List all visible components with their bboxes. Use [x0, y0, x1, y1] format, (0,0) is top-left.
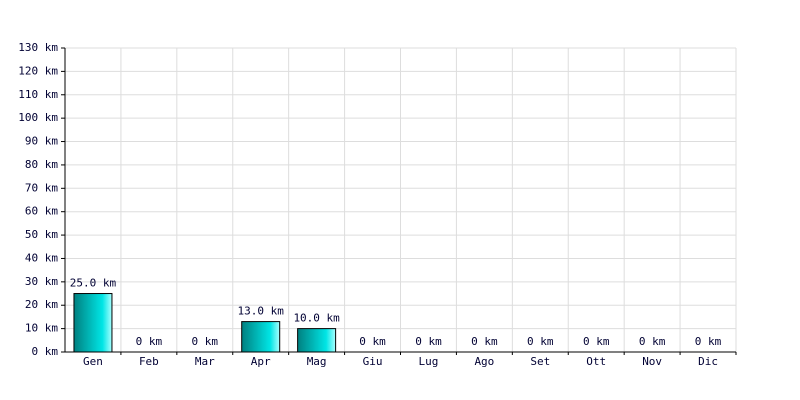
y-tick-label: 90 km [25, 135, 58, 148]
y-tick-label: 60 km [25, 205, 58, 218]
data-label: 25.0 km [70, 277, 117, 290]
y-tick-label: 20 km [25, 298, 58, 311]
y-tick-label: 50 km [25, 228, 58, 241]
bar [297, 328, 337, 353]
y-tick-label: 130 km [18, 41, 58, 54]
x-tick-label: Mag [307, 355, 327, 368]
y-tick-label: 100 km [18, 111, 58, 124]
data-label: 10.0 km [293, 312, 340, 325]
y-tick-label: 30 km [25, 275, 58, 288]
data-label: 13.0 km [238, 305, 285, 318]
data-label: 0 km [415, 335, 442, 348]
data-label: 0 km [639, 335, 666, 348]
x-tick-label: Giu [363, 355, 383, 368]
x-tick-label: Mar [195, 355, 215, 368]
y-tick-label: 0 km [32, 345, 59, 358]
x-tick-label: Ago [474, 355, 494, 368]
data-label: 0 km [471, 335, 498, 348]
y-tick-label: 110 km [18, 88, 58, 101]
y-tick-label: 10 km [25, 322, 58, 335]
y-tick-label: 80 km [25, 158, 58, 171]
data-label: 0 km [695, 335, 722, 348]
y-tick-label: 120 km [18, 64, 58, 77]
bar [73, 293, 113, 353]
x-tick-label: Apr [251, 355, 271, 368]
x-tick-label: Set [530, 355, 550, 368]
x-tick-label: Lug [419, 355, 439, 368]
x-tick-label: Feb [139, 355, 159, 368]
data-label: 0 km [527, 335, 554, 348]
data-label: 0 km [136, 335, 163, 348]
data-label: 0 km [583, 335, 610, 348]
y-tick-label: 40 km [25, 251, 58, 264]
data-label: 0 km [192, 335, 219, 348]
y-tick-label: 70 km [25, 181, 58, 194]
x-tick-label: Gen [83, 355, 103, 368]
data-label: 0 km [359, 335, 386, 348]
x-tick-label: Dic [698, 355, 718, 368]
x-tick-label: Ott [586, 355, 606, 368]
x-tick-label: Nov [642, 355, 662, 368]
bar [241, 321, 281, 353]
